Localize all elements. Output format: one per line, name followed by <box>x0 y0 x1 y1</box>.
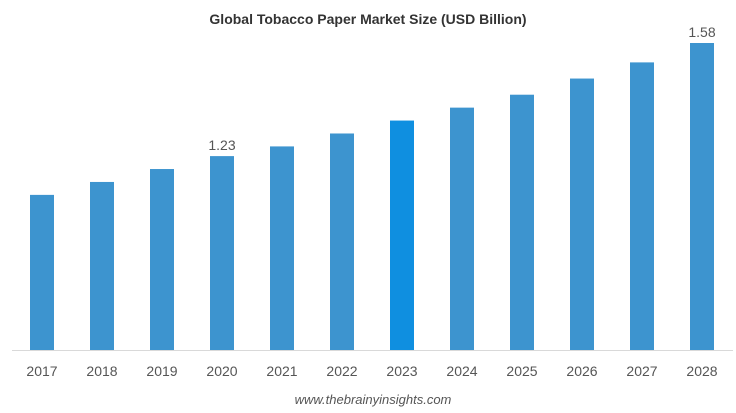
bar-2026 <box>570 78 594 351</box>
x-tick-label: 2017 <box>26 363 57 379</box>
bar-2020 <box>210 156 234 350</box>
bar-2023 <box>390 120 414 350</box>
bar-2019 <box>150 169 174 350</box>
bar-2025 <box>510 94 534 350</box>
bar-2022 <box>330 133 354 350</box>
x-tick-label: 2021 <box>266 363 297 379</box>
x-tick-label: 2023 <box>386 363 417 379</box>
bar-2028 <box>690 43 714 350</box>
bar-2017 <box>30 194 54 350</box>
x-tick-label: 2026 <box>566 363 597 379</box>
x-tick-label: 2028 <box>686 363 717 379</box>
data-label: 1.58 <box>688 24 715 40</box>
x-tick-label: 2025 <box>506 363 537 379</box>
bar-2018 <box>90 181 114 350</box>
source-credit: www.thebrainyinsights.com <box>295 392 452 407</box>
x-tick-label: 2027 <box>626 363 657 379</box>
x-tick-label: 2022 <box>326 363 357 379</box>
x-tick-label: 2018 <box>86 363 117 379</box>
chart-title: Global Tobacco Paper Market Size (USD Bi… <box>209 11 526 27</box>
bar-2027 <box>630 62 654 351</box>
x-tick-label: 2024 <box>446 363 477 379</box>
x-tick-label: 2019 <box>146 363 177 379</box>
bar-2024 <box>450 107 474 350</box>
x-tick-label: 2020 <box>206 363 237 379</box>
bar-2021 <box>270 146 294 350</box>
data-label: 1.23 <box>208 137 235 153</box>
